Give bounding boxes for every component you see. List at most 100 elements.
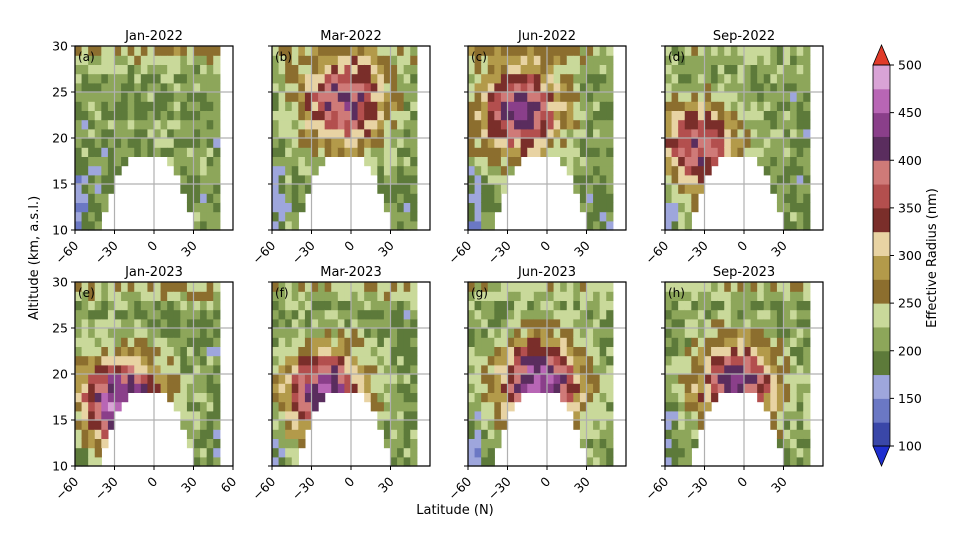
field-cell <box>127 138 135 148</box>
field-cell <box>285 392 293 403</box>
field-cell <box>390 456 398 467</box>
x-tick-label: −60 <box>249 474 278 503</box>
field-cell <box>665 300 673 311</box>
field-cell <box>383 147 392 157</box>
field-cell <box>573 119 581 130</box>
field-cell <box>533 346 542 357</box>
field-cell <box>94 401 102 412</box>
x-tick-label: 30 <box>375 474 397 496</box>
field-cell <box>790 392 798 403</box>
field-cell <box>606 46 614 56</box>
field-cell <box>114 309 122 320</box>
field-cell <box>750 374 758 384</box>
field-cell <box>494 374 502 384</box>
field-cell <box>717 328 725 338</box>
field-cell <box>140 73 149 84</box>
field-cell <box>547 110 555 121</box>
y-axis-label: Altitude (km, a.s.l.) <box>27 196 42 320</box>
field-cell <box>606 410 614 421</box>
field-cell <box>403 110 411 121</box>
field-cell <box>186 291 195 301</box>
field-cell <box>717 64 725 75</box>
field-cell <box>744 300 752 311</box>
field-cell <box>671 374 679 384</box>
field-cell <box>272 211 280 222</box>
field-cell <box>691 291 699 301</box>
field-cell <box>763 374 771 384</box>
field-cell <box>206 147 214 157</box>
field-cell <box>678 165 686 176</box>
field-cell <box>193 55 201 65</box>
field-cell <box>147 119 155 130</box>
field-cell <box>704 64 712 75</box>
field-cell <box>717 46 725 56</box>
field-cell <box>665 291 673 301</box>
field-cell <box>285 346 293 357</box>
field-cell <box>711 147 719 157</box>
field-cell <box>272 174 280 185</box>
field-cell <box>671 110 679 121</box>
field-cell <box>75 174 83 185</box>
field-cell <box>593 147 601 157</box>
field-cell <box>410 46 418 56</box>
field-cell <box>586 346 594 357</box>
field-cell <box>75 364 83 375</box>
field-cell <box>730 346 739 357</box>
field-cell <box>776 429 785 439</box>
colorbar-tick-label: 500 <box>898 58 922 73</box>
field-cell <box>527 147 535 157</box>
field-cell <box>370 337 378 347</box>
field-cell <box>101 309 109 320</box>
field-cell <box>397 401 405 412</box>
field-cell <box>285 128 293 139</box>
field-cell <box>285 456 293 467</box>
field-cell <box>304 420 313 430</box>
field-cell <box>665 401 673 412</box>
field-cell <box>107 82 116 93</box>
field-cell <box>796 328 804 338</box>
field-cell <box>757 337 765 347</box>
field-cell <box>364 318 372 329</box>
field-cell <box>403 318 411 329</box>
field-cell <box>586 202 594 213</box>
field-cell <box>678 456 686 467</box>
field-cell <box>121 291 129 301</box>
field-cell <box>304 355 313 366</box>
field-cell <box>593 456 601 467</box>
field-cell <box>770 309 778 320</box>
panel-field <box>665 282 811 467</box>
field-cell <box>173 355 181 366</box>
field-cell <box>560 337 568 347</box>
field-cell <box>337 282 346 292</box>
field-cell <box>206 328 214 338</box>
field-cell <box>186 92 195 102</box>
field-cell <box>357 110 365 121</box>
field-cell <box>586 438 594 449</box>
field-cell <box>724 346 732 357</box>
field-cell <box>684 64 692 75</box>
field-cell <box>75 110 83 121</box>
field-cell <box>397 211 405 222</box>
field-cell <box>318 46 326 56</box>
field-cell <box>140 46 149 56</box>
field-cell <box>285 355 293 366</box>
field-cell <box>291 165 299 176</box>
field-cell <box>474 309 482 320</box>
field-cell <box>507 82 515 93</box>
field-cell <box>711 374 719 384</box>
field-cell <box>737 64 745 75</box>
field-cell <box>278 92 286 102</box>
field-cell <box>88 110 96 121</box>
colorbar-segment <box>873 303 890 328</box>
field-cell <box>750 73 758 84</box>
field-cell <box>193 165 201 176</box>
field-cell <box>527 128 535 139</box>
field-cell <box>390 337 398 347</box>
field-cell <box>134 92 142 102</box>
field-cell <box>776 128 785 139</box>
field-cell <box>193 300 201 311</box>
field-cell <box>186 337 195 347</box>
field-cell <box>311 101 319 111</box>
field-cell <box>704 119 712 130</box>
field-cell <box>744 328 752 338</box>
